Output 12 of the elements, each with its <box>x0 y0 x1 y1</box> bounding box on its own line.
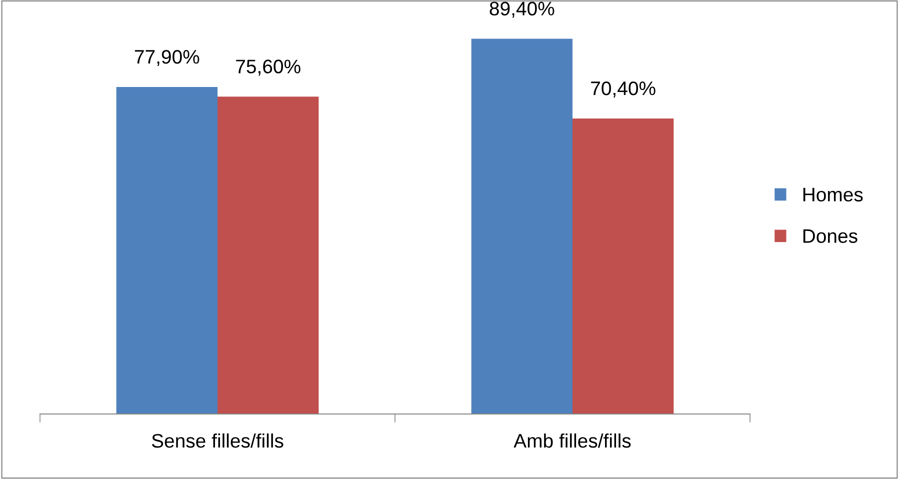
bar <box>471 38 572 414</box>
bar <box>572 118 674 414</box>
x-tick-label: Amb filles/fills <box>514 433 631 448</box>
legend-label: Dones <box>803 229 858 243</box>
bar <box>218 96 319 414</box>
data-label: 75,60% <box>236 60 300 76</box>
x-tick-label: Sense filles/fills <box>152 433 284 448</box>
legend-label: Homes <box>803 188 863 202</box>
data-label: 70,40% <box>591 81 656 98</box>
bar <box>116 87 218 414</box>
data-label: 89,40% <box>490 2 554 18</box>
data-label: 77,90% <box>134 50 200 66</box>
